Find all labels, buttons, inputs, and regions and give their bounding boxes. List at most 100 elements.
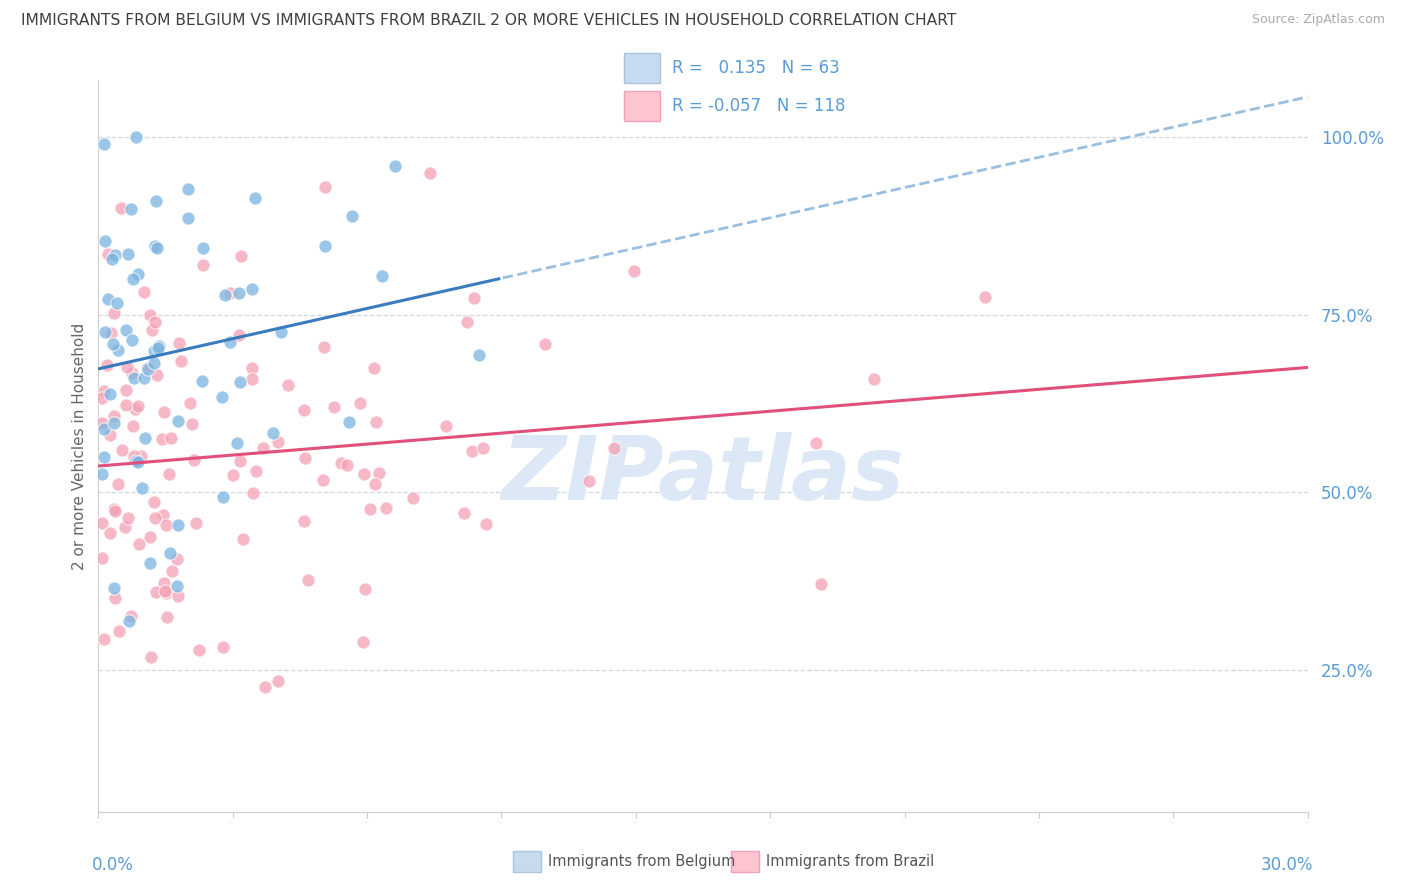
Point — [453, 506, 475, 520]
Point — [352, 635, 374, 649]
Point — [159, 546, 181, 560]
Point — [91, 416, 114, 430]
Point — [211, 390, 233, 404]
Point — [132, 285, 155, 299]
Point — [143, 315, 166, 329]
Point — [243, 191, 266, 205]
Point — [314, 179, 336, 194]
Point — [364, 477, 387, 491]
Point — [353, 467, 375, 481]
Point — [472, 441, 495, 455]
Point — [166, 579, 188, 593]
Bar — [624, 91, 659, 120]
Point — [120, 608, 142, 623]
Point — [91, 551, 114, 566]
Point — [121, 419, 143, 434]
Point — [314, 340, 336, 354]
Point — [104, 248, 127, 262]
Point — [188, 643, 211, 657]
Point — [91, 516, 114, 531]
Point — [177, 211, 200, 225]
Point — [177, 182, 200, 196]
Point — [240, 372, 263, 386]
Point — [160, 564, 183, 578]
Point — [121, 367, 143, 381]
Point — [120, 202, 142, 217]
Point — [578, 475, 600, 489]
Point — [337, 416, 360, 430]
Point — [212, 490, 235, 504]
Text: ZIPatlas: ZIPatlas — [502, 432, 904, 519]
Point — [107, 343, 129, 358]
Point — [231, 249, 253, 263]
Point — [107, 477, 129, 491]
Point — [125, 130, 148, 145]
Point — [375, 501, 398, 516]
Point — [117, 247, 139, 261]
Text: R = -0.057   N = 118: R = -0.057 N = 118 — [672, 97, 845, 115]
Point — [139, 530, 162, 544]
Point — [363, 361, 385, 376]
Point — [111, 443, 134, 458]
Point — [94, 325, 117, 339]
Point — [222, 467, 245, 482]
Point — [115, 383, 138, 397]
Point — [810, 577, 832, 591]
Point — [245, 464, 267, 478]
Point — [367, 466, 389, 480]
Point — [104, 591, 127, 605]
Point — [219, 334, 242, 349]
Point — [262, 425, 284, 440]
Point — [129, 449, 152, 463]
Point — [193, 259, 215, 273]
Point — [93, 450, 115, 464]
Point — [139, 556, 162, 570]
Point — [127, 267, 149, 281]
Point — [105, 295, 128, 310]
Point — [145, 239, 167, 253]
Point — [242, 282, 264, 296]
Point — [132, 371, 155, 385]
Text: R =   0.135   N = 63: R = 0.135 N = 63 — [672, 59, 839, 77]
Point — [294, 451, 316, 466]
Point — [226, 436, 249, 450]
Point — [103, 501, 125, 516]
Point — [103, 409, 125, 423]
Point — [136, 360, 159, 375]
Point — [115, 322, 138, 336]
Point — [98, 428, 121, 442]
Text: 0.0%: 0.0% — [93, 855, 134, 873]
Point — [91, 391, 114, 405]
Point — [150, 432, 173, 446]
Point — [354, 582, 377, 597]
Text: Immigrants from Belgium: Immigrants from Belgium — [548, 855, 735, 869]
Point — [152, 575, 174, 590]
Point — [93, 384, 115, 398]
Text: IMMIGRANTS FROM BELGIUM VS IMMIGRANTS FROM BRAZIL 2 OR MORE VEHICLES IN HOUSEHOL: IMMIGRANTS FROM BELGIUM VS IMMIGRANTS FR… — [21, 13, 956, 29]
Point — [146, 368, 169, 382]
Point — [219, 286, 242, 301]
Point — [292, 403, 315, 417]
Point — [463, 291, 485, 305]
Point — [100, 326, 122, 341]
Text: Immigrants from Brazil: Immigrants from Brazil — [766, 855, 935, 869]
Point — [101, 252, 124, 266]
Point — [270, 326, 292, 340]
Point — [364, 415, 387, 429]
Text: Source: ZipAtlas.com: Source: ZipAtlas.com — [1251, 13, 1385, 27]
Point — [401, 491, 423, 505]
Point — [267, 673, 290, 688]
Bar — [624, 54, 659, 83]
Point — [384, 159, 406, 173]
Point — [156, 610, 179, 624]
Point — [191, 374, 214, 388]
Point — [155, 586, 177, 600]
Point — [118, 614, 141, 628]
Point — [167, 414, 190, 428]
Point — [93, 136, 115, 151]
Point — [229, 454, 252, 468]
Point — [93, 632, 115, 647]
Point — [252, 442, 274, 456]
Point — [212, 640, 235, 654]
Point — [103, 306, 125, 320]
